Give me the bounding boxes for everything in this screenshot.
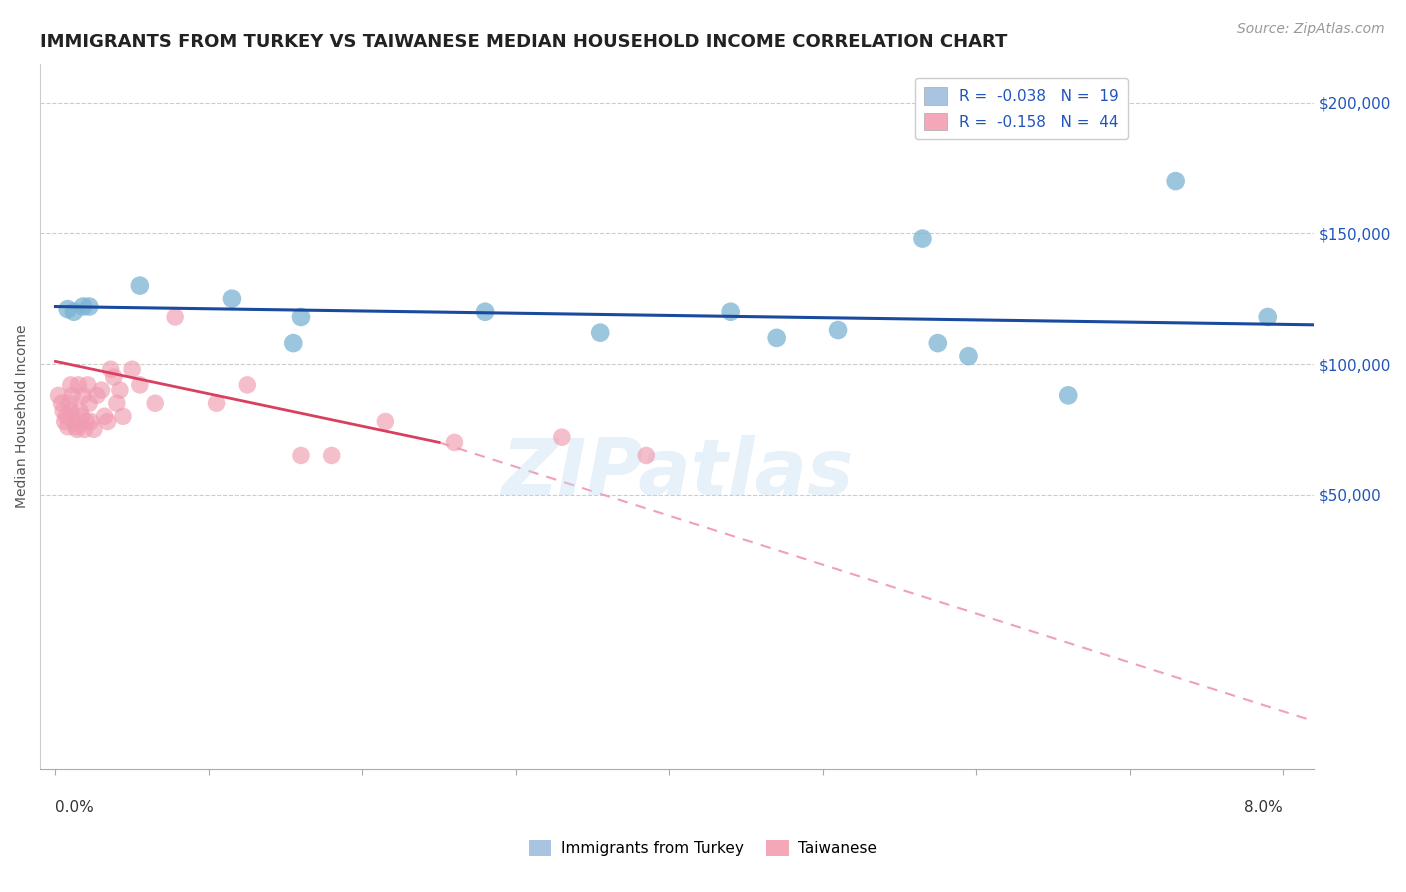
Text: Source: ZipAtlas.com: Source: ZipAtlas.com <box>1237 22 1385 37</box>
Point <box>60 388 83 402</box>
Point <box>443 435 465 450</box>
Point <box>72 300 94 314</box>
Point <box>221 292 243 306</box>
Point <box>374 415 396 429</box>
Legend: Immigrants from Turkey, Taiwanese: Immigrants from Turkey, Taiwanese <box>523 834 883 862</box>
Point <box>83 422 105 436</box>
Point <box>551 430 574 444</box>
Point <box>121 362 143 376</box>
Point <box>765 331 787 345</box>
Point <box>205 396 228 410</box>
Point <box>290 449 312 463</box>
Point <box>67 378 90 392</box>
Point <box>66 422 89 436</box>
Point <box>283 336 305 351</box>
Point <box>56 302 79 317</box>
Point <box>56 419 79 434</box>
Point <box>103 370 125 384</box>
Point <box>1164 174 1187 188</box>
Point <box>53 415 76 429</box>
Point <box>108 383 131 397</box>
Point <box>58 396 80 410</box>
Point <box>111 409 134 424</box>
Point <box>93 409 115 424</box>
Point <box>290 310 312 324</box>
Point <box>957 349 980 363</box>
Point <box>589 326 612 340</box>
Point <box>128 278 150 293</box>
Point <box>72 388 94 402</box>
Y-axis label: Median Household Income: Median Household Income <box>15 325 30 508</box>
Point <box>69 404 91 418</box>
Point <box>73 422 96 436</box>
Point <box>321 449 343 463</box>
Point <box>52 404 75 418</box>
Point <box>76 378 98 392</box>
Point <box>927 336 949 351</box>
Point <box>236 378 259 392</box>
Point <box>63 304 86 318</box>
Point <box>77 396 100 410</box>
Point <box>911 231 934 245</box>
Point <box>1057 388 1080 402</box>
Point <box>90 383 112 397</box>
Point <box>474 304 496 318</box>
Point <box>55 409 77 424</box>
Point <box>70 409 93 424</box>
Text: 0.0%: 0.0% <box>55 800 94 815</box>
Point <box>720 304 742 318</box>
Text: IMMIGRANTS FROM TURKEY VS TAIWANESE MEDIAN HOUSEHOLD INCOME CORRELATION CHART: IMMIGRANTS FROM TURKEY VS TAIWANESE MEDI… <box>41 33 1008 51</box>
Point <box>86 388 108 402</box>
Point <box>75 415 97 429</box>
Point <box>165 310 187 324</box>
Text: 8.0%: 8.0% <box>1244 800 1284 815</box>
Point <box>97 415 120 429</box>
Point <box>105 396 128 410</box>
Point <box>59 404 82 418</box>
Legend: R =  -0.038   N =  19, R =  -0.158   N =  44: R = -0.038 N = 19, R = -0.158 N = 44 <box>914 78 1128 139</box>
Point <box>1257 310 1279 324</box>
Point <box>65 419 87 434</box>
Point <box>51 396 73 410</box>
Point <box>636 449 658 463</box>
Point <box>48 388 70 402</box>
Point <box>77 300 100 314</box>
Point <box>63 415 86 429</box>
Point <box>128 378 150 392</box>
Point <box>827 323 849 337</box>
Point <box>100 362 122 376</box>
Point <box>59 378 82 392</box>
Text: ZIPatlas: ZIPatlas <box>501 434 853 511</box>
Point <box>80 415 103 429</box>
Point <box>143 396 166 410</box>
